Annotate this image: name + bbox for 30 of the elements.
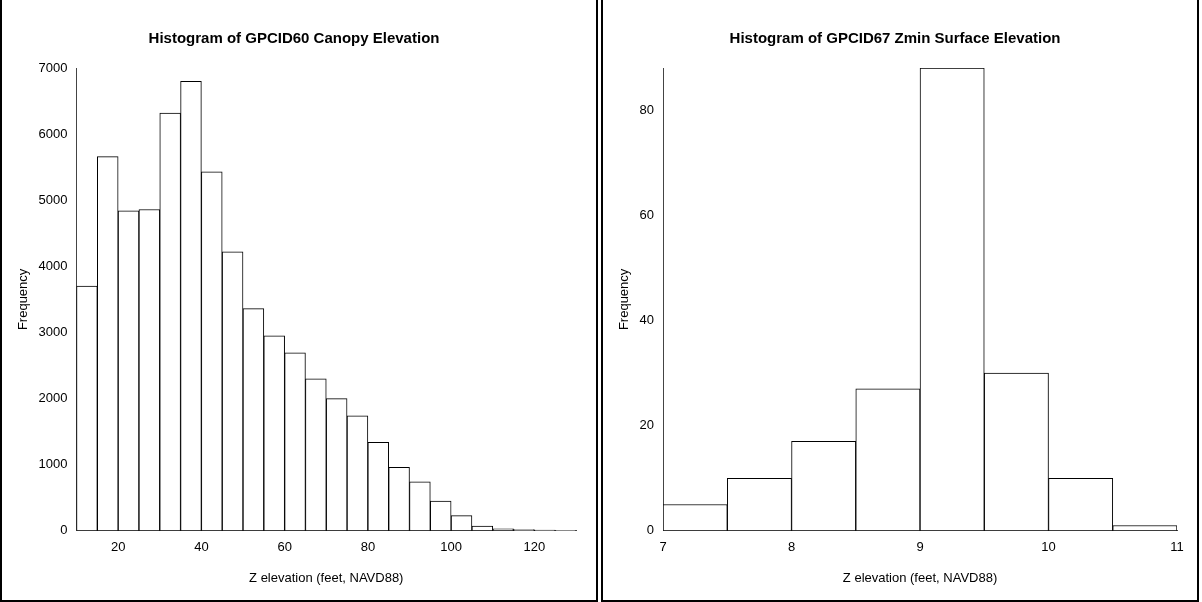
y-tick-label: 6000 [38, 125, 68, 141]
x-tick-label: 120 [523, 539, 546, 555]
y-tick-label: 80 [639, 101, 655, 117]
x-tick-label: 80 [360, 539, 376, 555]
y-tick-label: 4000 [38, 257, 68, 273]
x-tick-label: 20 [110, 539, 126, 555]
x-axis-title: Z elevation (feet, NAVD88) [842, 569, 998, 585]
x-tick-label: 60 [277, 539, 292, 555]
chart-title: Histogram of GPCID60 Canopy Elevation [148, 29, 440, 47]
y-axis-title: Frequency [15, 268, 31, 331]
chart-title: Histogram of GPCID67 Zmin Surface Elevation [729, 29, 1061, 47]
y-tick-label: 0 [646, 522, 655, 538]
y-tick-label: 20 [639, 417, 655, 433]
x-tick-label: 7 [659, 539, 667, 555]
x-tick-label: 40 [194, 539, 209, 555]
y-tick-label: 1000 [38, 456, 68, 472]
x-tick-label: 100 [440, 539, 462, 555]
y-tick-label: 2000 [38, 390, 68, 406]
y-tick-label: 7000 [38, 59, 68, 75]
x-tick-label: 8 [787, 539, 796, 555]
y-axis-title: Frequency [616, 268, 632, 331]
y-tick-label: 5000 [38, 191, 68, 207]
y-tick-label: 60 [639, 206, 655, 222]
x-axis-title: Z elevation (feet, NAVD88) [249, 569, 404, 585]
y-tick-label: 3000 [38, 324, 68, 340]
y-tick-label: 40 [639, 312, 655, 328]
x-tick-label: 10 [1041, 539, 1056, 555]
y-tick-label: 0 [60, 522, 68, 538]
x-tick-label: 11 [1170, 539, 1184, 555]
x-tick-label: 9 [916, 539, 924, 555]
